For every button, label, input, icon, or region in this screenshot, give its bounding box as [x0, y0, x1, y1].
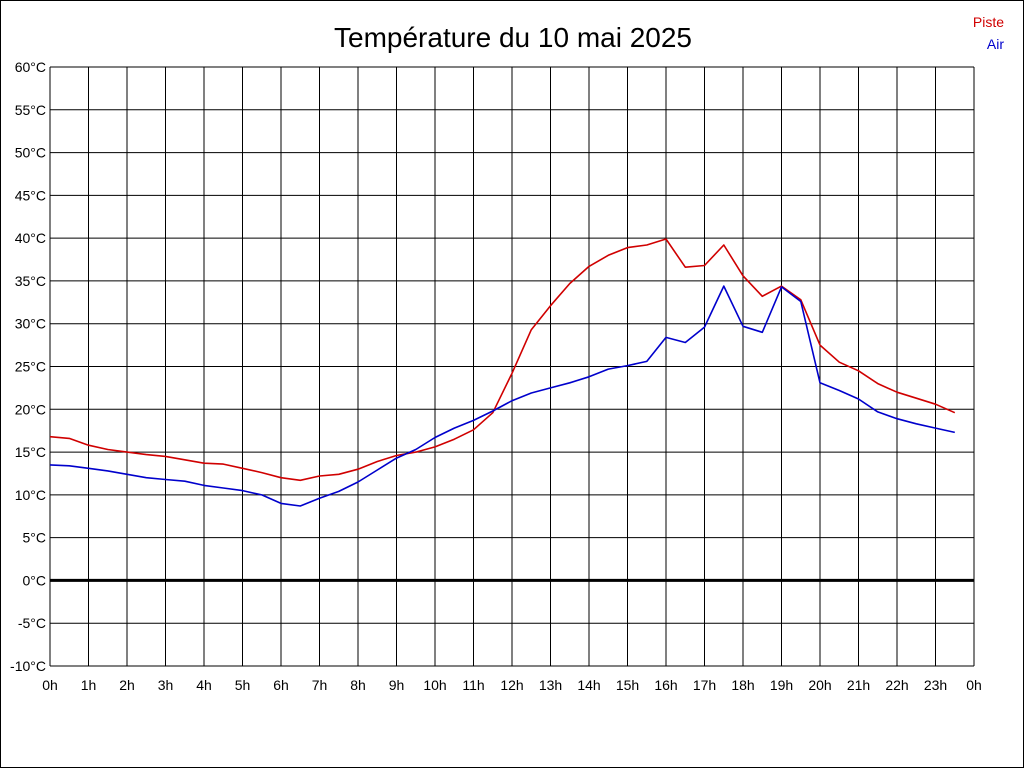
x-tick-label: 2h: [119, 677, 135, 693]
y-tick-label: 15°C: [15, 444, 46, 460]
x-tick-label: 22h: [885, 677, 908, 693]
series-line-piste: [49, 238, 956, 482]
legend-entry-piste: Piste: [973, 14, 1004, 30]
y-tick-label: 10°C: [15, 487, 46, 503]
x-tick-label: 0h: [42, 677, 58, 693]
x-tick-label: 23h: [924, 677, 947, 693]
legend-entry-air: Air: [987, 36, 1004, 52]
x-tick-label: 3h: [158, 677, 174, 693]
y-tick-label: 0°C: [23, 572, 47, 588]
y-tick-label: 25°C: [15, 359, 46, 375]
y-tick-label: -5°C: [18, 615, 46, 631]
y-tick-label: 55°C: [15, 102, 46, 118]
x-tick-label: 11h: [462, 677, 484, 693]
x-tick-label: 19h: [770, 677, 793, 693]
x-tick-label: 17h: [693, 677, 716, 693]
x-tick-label: 12h: [500, 677, 523, 693]
x-tick-label: 21h: [847, 677, 870, 693]
x-tick-label: 13h: [539, 677, 562, 693]
x-tick-label: 7h: [312, 677, 328, 693]
x-tick-label: 20h: [808, 677, 831, 693]
y-tick-label: 20°C: [15, 401, 46, 417]
x-tick-label: 5h: [235, 677, 251, 693]
x-tick-label: 0h: [966, 677, 982, 693]
x-tick-label: 8h: [350, 677, 366, 693]
x-tick-label: 16h: [654, 677, 677, 693]
chart-title: Température du 10 mai 2025: [334, 22, 692, 53]
x-tick-label: 18h: [731, 677, 754, 693]
y-tick-label: 60°C: [15, 59, 46, 75]
y-tick-label: 45°C: [15, 187, 46, 203]
y-tick-label: 35°C: [15, 273, 46, 289]
series-line-air: [49, 285, 955, 507]
x-tick-label: 4h: [196, 677, 212, 693]
x-tick-label: 10h: [423, 677, 446, 693]
legend: Piste Air: [973, 14, 1004, 52]
x-tick-label: 9h: [389, 677, 405, 693]
y-tick-label: 50°C: [15, 145, 46, 161]
series-layer: [49, 238, 956, 507]
x-tick-label: 14h: [577, 677, 600, 693]
grid: [49, 66, 975, 667]
x-tick-label: 6h: [273, 677, 289, 693]
y-tick-label: 30°C: [15, 316, 46, 332]
y-tick-label: 5°C: [23, 530, 47, 546]
y-tick-label: -10°C: [10, 658, 46, 674]
x-tick-label: 1h: [81, 677, 97, 693]
y-tick-labels: 60°C 55°C 50°C 45°C 40°C 35°C 30°C 25°C 20°C 15°C…: [10, 59, 46, 674]
x-tick-labels: 0h 1h 2h 3h 4h 5h 6h 7h 8h 9h 10h 11h 12h 13h 14h 15h 16…: [42, 677, 982, 693]
y-tick-label: 40°C: [15, 230, 46, 246]
x-tick-label: 15h: [616, 677, 639, 693]
